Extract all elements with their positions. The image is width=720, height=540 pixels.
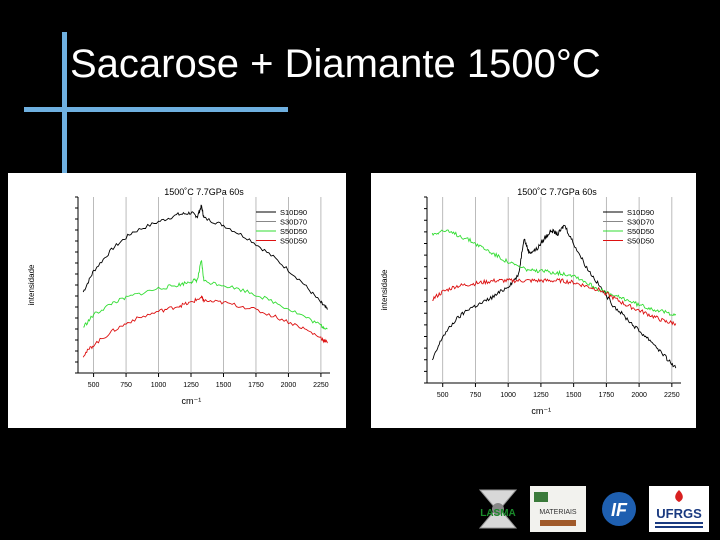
- x-tick-label: 2250: [313, 382, 329, 389]
- x-tick-label: 1000: [151, 382, 167, 389]
- legend-label: S50D50: [627, 237, 654, 246]
- chart-panel-left: 500 750 1000 1250 1500 1750 2000 2250 1500˚C 7.7…: [8, 173, 346, 428]
- legend-label: S30D70: [280, 218, 307, 227]
- x-axis-label: cm⁻¹: [182, 396, 202, 406]
- series-line-s10d90: [82, 204, 328, 310]
- x-tick-label: 2000: [281, 382, 297, 389]
- chart-title: 1500˚C 7.7GPa 60s: [517, 187, 597, 197]
- series-line-s50d50: [83, 259, 328, 330]
- svg-text:MATERIAIS: MATERIAIS: [539, 509, 577, 516]
- chart-right: 500 750 1000 1250 1500 1750 2000 2250 1500˚C 7.7…: [380, 187, 681, 416]
- x-tick-label: 750: [470, 392, 482, 399]
- lasma-logo: LASMA: [474, 486, 522, 532]
- x-tick-label: 1500: [216, 382, 232, 389]
- x-axis-label: cm⁻¹: [531, 406, 551, 416]
- x-tick-label: 2000: [631, 392, 647, 399]
- legend-label: S50D50: [280, 227, 307, 236]
- y-axis-label: intensidade: [27, 264, 36, 305]
- slide-title: Sacarose + Diamante 1500°C: [70, 42, 601, 86]
- legend-label: S50D50: [280, 237, 307, 246]
- x-tick-label: 750: [120, 382, 132, 389]
- series-line-s10d90: [431, 224, 677, 369]
- x-tick-label: 1750: [248, 382, 264, 389]
- series-line-s50d50: [432, 278, 677, 327]
- x-tick-label: 2250: [664, 392, 680, 399]
- if-logo: IF: [598, 486, 640, 532]
- y-axis-label: intensidade: [380, 269, 389, 310]
- svg-text:UFRGS: UFRGS: [656, 506, 702, 521]
- chart-title: 1500˚C 7.7GPa 60s: [164, 187, 244, 197]
- series-line-s50d50: [431, 229, 677, 317]
- legend-label: S50D50: [627, 227, 654, 236]
- x-tick-label: 500: [88, 382, 100, 389]
- legend-label: S10D90: [280, 208, 307, 217]
- x-tick-label: 1500: [566, 392, 582, 399]
- x-tick-label: 1750: [599, 392, 615, 399]
- accent-vertical-line: [62, 32, 67, 180]
- legend-label: S30D70: [627, 218, 654, 227]
- ufrgs-logo: UFRGS: [649, 486, 709, 532]
- x-tick-label: 1250: [533, 392, 549, 399]
- materials-logo: MATERIAIS: [530, 486, 586, 532]
- svg-text:LASMA: LASMA: [480, 508, 516, 519]
- svg-text:IF: IF: [611, 500, 628, 520]
- x-tick-label: 500: [437, 392, 449, 399]
- x-tick-label: 1000: [500, 392, 516, 399]
- chart-left: 500 750 1000 1250 1500 1750 2000 2250 1500˚C 7.7…: [27, 187, 330, 406]
- series-line-s50d50: [82, 295, 328, 358]
- chart-panel-right: 500 750 1000 1250 1500 1750 2000 2250 1500˚C 7.7…: [371, 173, 696, 428]
- legend-label: S10D90: [627, 208, 654, 217]
- x-tick-label: 1250: [183, 382, 199, 389]
- accent-horizontal-line: [24, 107, 288, 112]
